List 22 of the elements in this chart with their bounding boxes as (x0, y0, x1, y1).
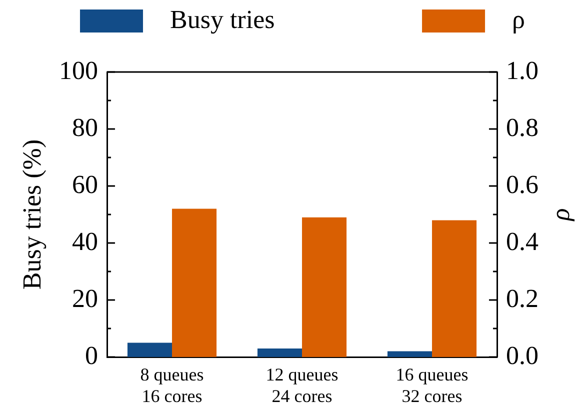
bar (302, 217, 347, 357)
x-tick-label: 8 queues 16 cores (140, 364, 204, 406)
y-tick-label: 80 (72, 112, 98, 142)
y2-tick-label: 1.0 (506, 56, 538, 85)
y2-tick-label: 0.2 (506, 284, 538, 313)
legend-label: ρ (512, 4, 526, 34)
y2-tick-label: 0.4 (506, 226, 538, 256)
y-tick-label: 0 (85, 340, 98, 370)
y-axis-title: Busy tries (%) (17, 139, 46, 290)
y2-tick-label: 0.6 (506, 170, 538, 199)
y-tick-label: 40 (72, 226, 98, 256)
legend-label: Busy tries (170, 4, 275, 34)
y2-tick-label: 0.8 (506, 112, 538, 142)
x-tick-label: 12 queues 24 cores (266, 364, 338, 406)
y2-tick-label: 0.0 (506, 340, 538, 370)
y-tick-label: 100 (59, 56, 98, 85)
y-tick-label: 60 (72, 170, 98, 199)
x-tick-label: 16 queues 32 cores (396, 364, 468, 406)
bar (172, 208, 217, 357)
y-tick-label: 20 (72, 284, 98, 313)
bar (432, 220, 477, 357)
y2-axis-title: ρ (546, 208, 575, 222)
